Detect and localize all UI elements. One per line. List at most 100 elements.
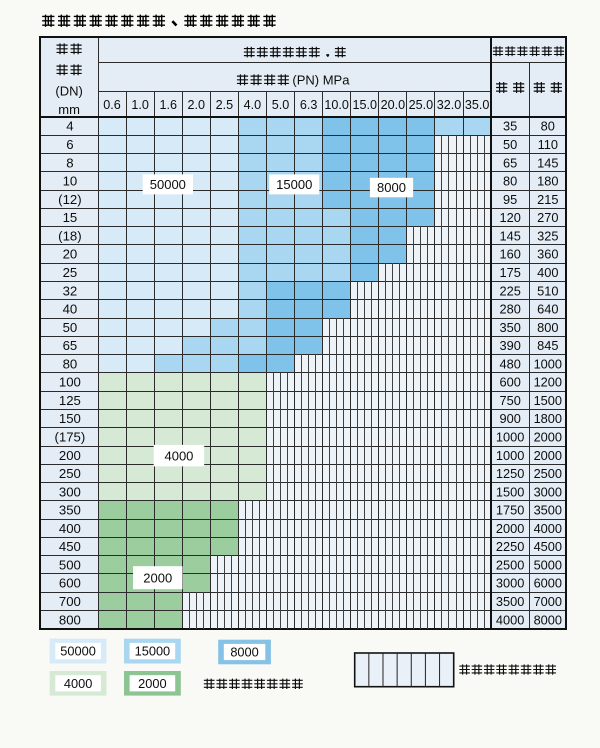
svg-text:1000: 1000 — [496, 429, 524, 444]
svg-text:(DN): (DN) — [55, 84, 82, 99]
svg-text:350: 350 — [59, 503, 81, 518]
svg-text:25: 25 — [63, 265, 78, 280]
svg-text:8: 8 — [66, 155, 73, 170]
svg-text:50000: 50000 — [60, 644, 96, 659]
svg-text:5000: 5000 — [534, 557, 562, 572]
svg-text:35.0: 35.0 — [465, 98, 490, 112]
svg-text:10: 10 — [63, 174, 78, 189]
svg-text:325: 325 — [537, 228, 558, 243]
svg-text:700: 700 — [59, 594, 81, 609]
svg-text:300: 300 — [59, 484, 81, 499]
svg-text:25.0: 25.0 — [409, 98, 434, 112]
svg-text:2.5: 2.5 — [216, 98, 234, 112]
svg-text:360: 360 — [537, 247, 558, 262]
svg-text:4000: 4000 — [496, 612, 524, 627]
svg-text:400: 400 — [537, 265, 558, 280]
svg-text:65: 65 — [63, 338, 78, 353]
svg-text:1500: 1500 — [534, 393, 562, 408]
svg-text:750: 750 — [499, 393, 520, 408]
svg-text:2500: 2500 — [534, 466, 562, 481]
svg-text:80: 80 — [503, 174, 517, 189]
svg-text:4: 4 — [66, 119, 73, 134]
svg-text:175: 175 — [499, 265, 520, 280]
svg-text:640: 640 — [537, 302, 558, 317]
svg-text:2250: 2250 — [496, 539, 524, 554]
svg-text:4.0: 4.0 — [244, 98, 262, 112]
svg-text:180: 180 — [537, 174, 558, 189]
svg-text:6: 6 — [66, 137, 73, 152]
svg-text:450: 450 — [59, 539, 81, 554]
svg-text:8000: 8000 — [534, 612, 562, 627]
svg-text:4000: 4000 — [164, 448, 193, 463]
svg-text:3500: 3500 — [496, 594, 524, 609]
svg-text:160: 160 — [499, 247, 520, 262]
svg-text:390: 390 — [499, 338, 520, 353]
svg-text:1.6: 1.6 — [159, 98, 177, 112]
svg-text:95: 95 — [503, 192, 517, 207]
svg-text:3000: 3000 — [496, 576, 524, 591]
svg-text:40: 40 — [63, 302, 78, 317]
svg-text:3000: 3000 — [534, 484, 562, 499]
svg-text:80: 80 — [63, 356, 78, 371]
svg-text:50000: 50000 — [150, 177, 186, 192]
svg-text:2.0: 2.0 — [188, 98, 206, 112]
svg-text:270: 270 — [537, 210, 558, 225]
svg-text:20: 20 — [63, 247, 78, 262]
svg-text:15000: 15000 — [276, 177, 312, 192]
svg-text:480: 480 — [499, 356, 520, 371]
svg-text:32: 32 — [63, 283, 78, 298]
svg-text:800: 800 — [537, 320, 558, 335]
svg-text:8000: 8000 — [377, 180, 406, 195]
svg-text:400: 400 — [59, 521, 81, 536]
svg-text:2000: 2000 — [143, 570, 172, 585]
svg-text:3500: 3500 — [534, 503, 562, 518]
svg-text:8000: 8000 — [230, 645, 258, 660]
svg-text:1.0: 1.0 — [131, 98, 149, 112]
svg-text:20.0: 20.0 — [381, 98, 406, 112]
svg-text:120: 120 — [499, 210, 520, 225]
svg-text:(12): (12) — [58, 192, 81, 207]
svg-text:4000: 4000 — [64, 676, 92, 691]
svg-text:2500: 2500 — [496, 557, 524, 572]
svg-text:50: 50 — [63, 320, 78, 335]
svg-text:1250: 1250 — [496, 466, 524, 481]
svg-text:0.6: 0.6 — [103, 98, 121, 112]
svg-text:250: 250 — [59, 466, 81, 481]
svg-text:(PN) MPa: (PN) MPa — [292, 72, 350, 87]
svg-text:125: 125 — [59, 393, 81, 408]
svg-text:145: 145 — [537, 155, 558, 170]
svg-text:1000: 1000 — [534, 356, 562, 371]
svg-text:10.0: 10.0 — [324, 98, 349, 112]
svg-text:32.0: 32.0 — [437, 98, 462, 112]
svg-text:2000: 2000 — [534, 448, 562, 463]
svg-text:350: 350 — [499, 320, 520, 335]
svg-text:110: 110 — [538, 137, 558, 152]
svg-text:1750: 1750 — [496, 503, 524, 518]
svg-text:225: 225 — [499, 283, 520, 298]
svg-text:(18): (18) — [58, 228, 81, 243]
svg-text:6.3: 6.3 — [300, 98, 318, 112]
svg-text:280: 280 — [499, 302, 520, 317]
svg-text:6000: 6000 — [534, 576, 562, 591]
svg-text:mm: mm — [58, 102, 80, 117]
svg-text:65: 65 — [503, 155, 517, 170]
svg-text:100: 100 — [59, 375, 81, 390]
svg-text:215: 215 — [537, 192, 558, 207]
svg-text:5.0: 5.0 — [272, 98, 290, 112]
svg-text:80: 80 — [541, 119, 555, 134]
svg-text:15000: 15000 — [135, 644, 171, 659]
svg-text:1800: 1800 — [534, 411, 562, 426]
svg-text:600: 600 — [499, 375, 520, 390]
svg-text:900: 900 — [499, 411, 520, 426]
svg-text:2000: 2000 — [496, 521, 524, 536]
svg-text:4500: 4500 — [534, 539, 562, 554]
svg-text:2000: 2000 — [534, 429, 562, 444]
svg-text:15.0: 15.0 — [353, 98, 378, 112]
svg-text:150: 150 — [59, 411, 81, 426]
svg-text:600: 600 — [59, 576, 81, 591]
svg-text:2000: 2000 — [138, 676, 166, 691]
svg-text:1200: 1200 — [534, 375, 562, 390]
svg-text:510: 510 — [537, 283, 558, 298]
svg-text:500: 500 — [59, 557, 81, 572]
svg-text:4000: 4000 — [534, 521, 562, 536]
